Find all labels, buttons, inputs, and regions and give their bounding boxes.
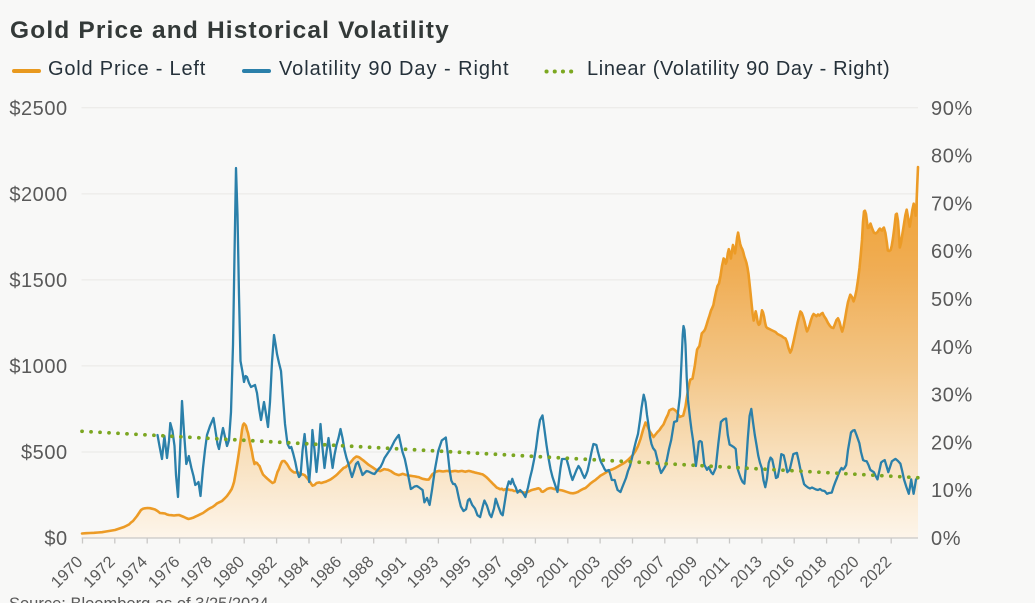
svg-text:2005: 2005 — [598, 553, 637, 592]
svg-text:0%: 0% — [931, 528, 961, 550]
svg-text:1997: 1997 — [468, 553, 507, 592]
svg-text:1984: 1984 — [274, 553, 313, 592]
svg-text:2009: 2009 — [662, 553, 701, 592]
svg-text:90%: 90% — [931, 98, 973, 120]
svg-text:50%: 50% — [931, 289, 973, 311]
svg-text:2013: 2013 — [727, 553, 766, 592]
svg-text:70%: 70% — [931, 193, 973, 215]
svg-text:1976: 1976 — [145, 553, 184, 592]
svg-text:20%: 20% — [931, 432, 973, 454]
svg-text:2020: 2020 — [824, 553, 863, 592]
svg-text:$500: $500 — [21, 442, 68, 464]
svg-text:1978: 1978 — [177, 553, 216, 592]
svg-text:1993: 1993 — [404, 553, 443, 592]
svg-text:1986: 1986 — [306, 553, 345, 592]
svg-text:1970: 1970 — [48, 553, 87, 592]
svg-text:10%: 10% — [931, 480, 973, 502]
svg-text:$2000: $2000 — [9, 184, 67, 206]
svg-text:2018: 2018 — [792, 553, 831, 592]
svg-text:2022: 2022 — [856, 553, 895, 592]
svg-text:2003: 2003 — [565, 553, 604, 592]
svg-text:1995: 1995 — [436, 553, 475, 592]
svg-text:2011: 2011 — [695, 553, 733, 591]
svg-text:$1000: $1000 — [9, 356, 67, 378]
svg-text:1982: 1982 — [242, 553, 281, 592]
svg-text:40%: 40% — [931, 337, 973, 359]
svg-text:1991: 1991 — [371, 553, 410, 592]
svg-text:1974: 1974 — [112, 553, 151, 592]
svg-text:2016: 2016 — [759, 553, 798, 592]
svg-text:2007: 2007 — [630, 553, 669, 592]
svg-text:2001: 2001 — [533, 553, 572, 592]
svg-text:1988: 1988 — [339, 553, 378, 592]
svg-text:$0: $0 — [44, 528, 67, 550]
svg-text:1972: 1972 — [80, 553, 119, 592]
svg-text:30%: 30% — [931, 385, 973, 407]
svg-text:1980: 1980 — [209, 553, 248, 592]
svg-text:80%: 80% — [931, 146, 973, 168]
svg-text:$1500: $1500 — [9, 270, 67, 292]
svg-text:60%: 60% — [931, 241, 973, 263]
svg-text:$2500: $2500 — [9, 98, 67, 120]
svg-text:1999: 1999 — [501, 553, 540, 592]
